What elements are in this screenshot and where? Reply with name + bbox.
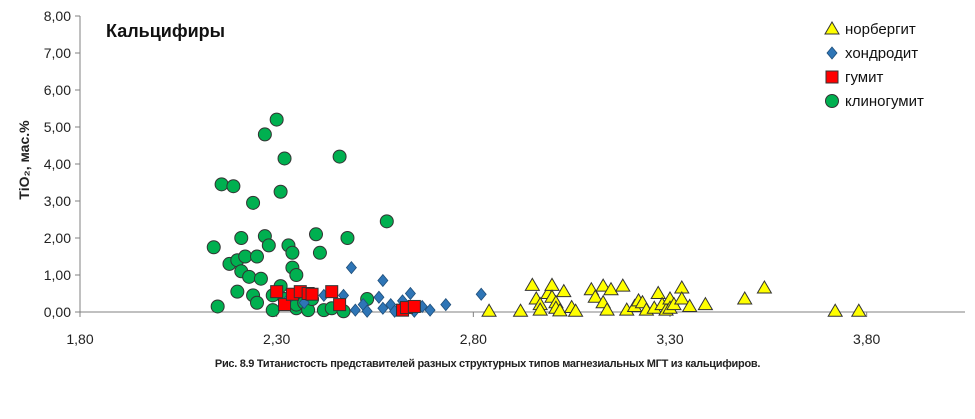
circle-data-point <box>257 127 272 142</box>
x-tick-label: 2,30 <box>263 331 290 347</box>
y-tick-label: 1,00 <box>44 267 71 283</box>
circle-data-point <box>250 249 264 264</box>
triangle-data-point <box>481 303 497 317</box>
x-axis: 1,80 2,30 2,80 3,30 3,80 <box>66 311 965 347</box>
circle-data-point <box>246 195 261 210</box>
triangle-data-point <box>532 302 549 316</box>
y-tick-label: 2,00 <box>44 230 71 246</box>
series-triangle <box>481 277 867 317</box>
series-square <box>270 285 421 317</box>
triangle-data-point <box>650 285 667 299</box>
diamond-data-point <box>440 297 452 312</box>
circle-data-point <box>309 227 323 242</box>
triangle-data-point <box>603 281 619 296</box>
triangle-data-point <box>551 302 568 317</box>
square-data-point <box>270 285 284 299</box>
triangle-data-point <box>673 291 690 305</box>
circle-data-point <box>206 240 221 255</box>
legend-marker-diamond <box>826 46 838 60</box>
y-tick-label: 7,00 <box>44 45 71 61</box>
circle-data-point <box>250 295 264 310</box>
diamond-data-point <box>424 303 436 317</box>
circle-data-point <box>234 231 249 245</box>
circle-data-point <box>273 184 288 199</box>
y-tick-label: 8,00 <box>44 8 71 24</box>
legend-label: гумит <box>845 69 883 86</box>
triangle-data-point <box>567 303 584 317</box>
legend-marker-circle <box>825 94 839 108</box>
circle-data-point <box>269 112 284 127</box>
diamond-data-point <box>345 260 357 275</box>
circle-data-point <box>340 231 355 245</box>
circle-data-point <box>379 214 394 229</box>
square-data-point <box>325 285 339 299</box>
circle-data-point <box>277 151 292 166</box>
y-tick-label: 0,00 <box>44 304 71 320</box>
x-tick-label: 1,80 <box>66 331 93 347</box>
triangle-data-point <box>544 277 560 291</box>
triangle-data-point <box>697 296 714 311</box>
circle-data-point <box>214 177 229 192</box>
circle-data-point <box>242 269 257 284</box>
triangle-data-point <box>595 278 612 292</box>
legend-label: хондродит <box>845 45 918 62</box>
y-tick-label: 5,00 <box>44 119 71 135</box>
x-tick-label: 3,30 <box>656 331 683 347</box>
circle-data-point <box>226 179 241 194</box>
legend-label: клиногумит <box>845 93 924 110</box>
scatter-chart: 0,00 1,00 2,00 3,00 4,00 5,00 6,00 7,00 8,00 1,8… <box>16 8 965 347</box>
circle-data-point <box>261 238 276 253</box>
y-axis: 0,00 1,00 2,00 3,00 4,00 5,00 6,00 7,00 8,00 <box>44 8 81 320</box>
triangle-data-point <box>681 298 698 312</box>
circle-data-point <box>210 299 225 314</box>
triangle-data-point <box>512 303 529 317</box>
triangle-data-point <box>736 291 753 305</box>
triangle-data-point <box>614 278 631 292</box>
triangle-data-point <box>850 303 867 317</box>
square-data-point <box>407 299 421 313</box>
triangle-data-point <box>555 283 572 298</box>
circle-data-point <box>265 303 280 318</box>
diamond-data-point <box>377 273 389 288</box>
figure-caption: Рис. 8.9 Титанистость представителей раз… <box>214 358 761 370</box>
circle-data-point <box>230 284 245 299</box>
legend-marker-square <box>825 70 839 84</box>
legend: норбергит хондродит гумит клиногумит <box>824 21 924 110</box>
diamond-data-point <box>377 301 389 315</box>
diamond-data-point <box>404 286 416 301</box>
triangle-data-point <box>756 279 773 294</box>
data-points <box>206 112 867 319</box>
x-tick-label: 2,80 <box>460 331 487 347</box>
diamond-data-point <box>361 304 373 318</box>
square-data-point <box>278 298 292 312</box>
circle-data-point <box>238 249 253 264</box>
diamond-data-point <box>373 290 385 304</box>
y-tick-label: 3,00 <box>44 193 71 209</box>
circle-data-point <box>332 149 347 164</box>
circle-data-point <box>285 245 300 260</box>
square-data-point <box>305 287 319 301</box>
x-tick-label: 3,80 <box>853 331 880 347</box>
diamond-data-point <box>475 287 487 301</box>
chart-title: Кальцифиры <box>106 21 225 41</box>
y-tick-label: 4,00 <box>44 156 71 172</box>
square-data-point <box>333 298 347 312</box>
legend-label: норбергит <box>845 21 916 38</box>
y-axis-label: TiO₂, мас.% <box>16 120 32 200</box>
triangle-data-point <box>827 303 844 317</box>
circle-data-point <box>253 271 268 286</box>
triangle-data-point <box>587 289 604 303</box>
triangle-data-point <box>599 302 615 316</box>
triangle-data-point <box>524 277 541 291</box>
diamond-data-point <box>349 303 361 317</box>
circle-data-point <box>289 268 304 282</box>
legend-marker-triangle <box>824 21 840 35</box>
y-tick-label: 6,00 <box>44 82 71 98</box>
circle-data-point <box>312 245 327 260</box>
